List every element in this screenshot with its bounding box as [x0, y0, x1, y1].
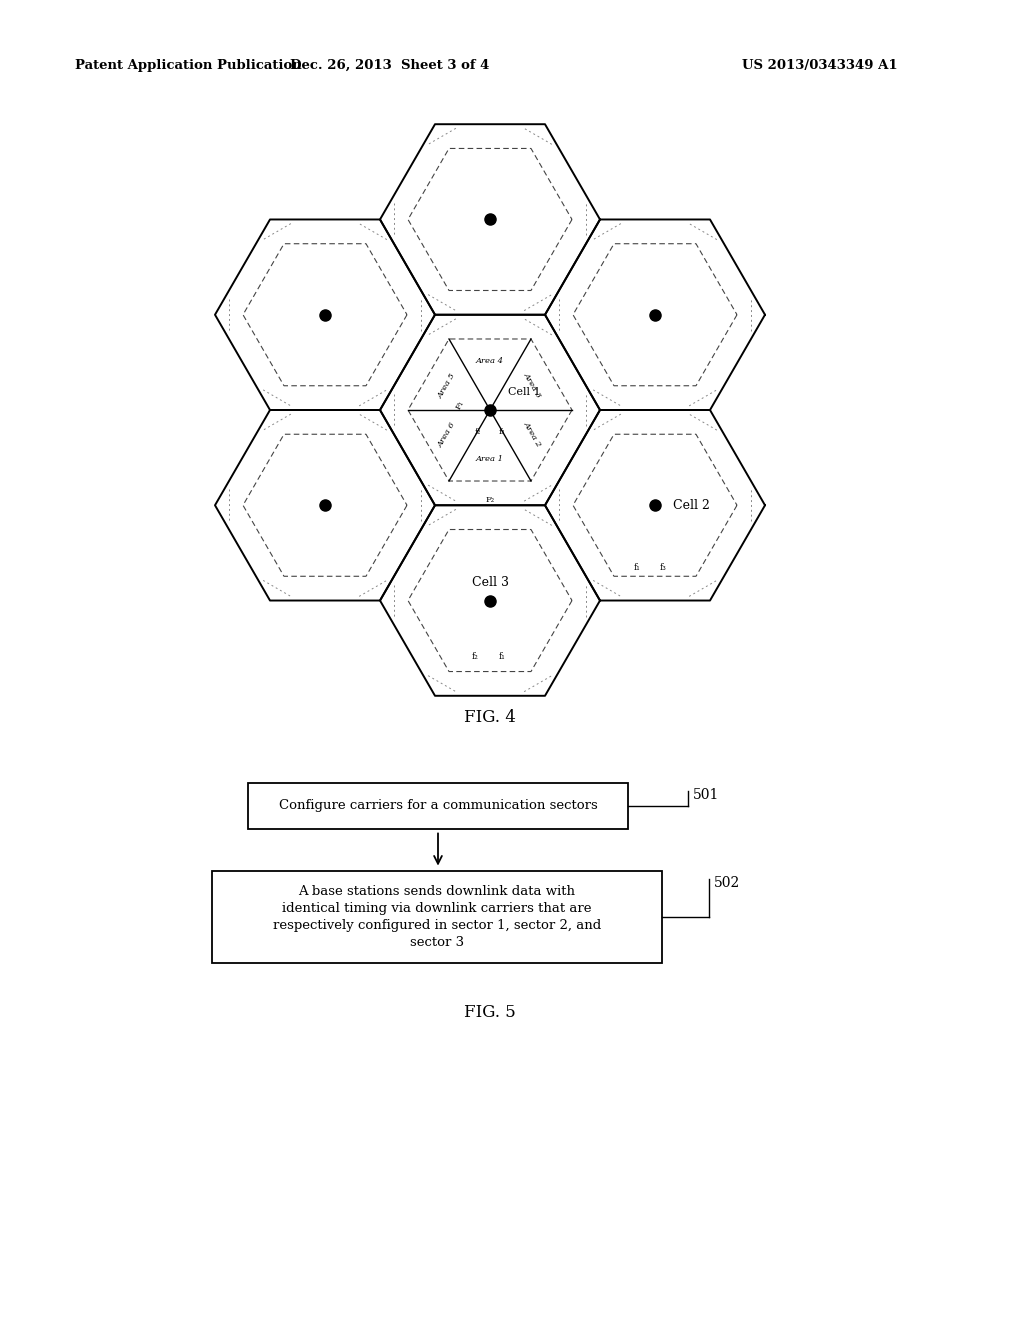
Text: Area 5: Area 5 — [437, 371, 458, 400]
Text: F₁: F₁ — [455, 399, 466, 411]
Text: f₂: f₂ — [475, 428, 481, 436]
Text: F₂: F₂ — [485, 496, 495, 504]
Text: f₁: f₁ — [634, 562, 640, 572]
Text: US 2013/0343349 A1: US 2013/0343349 A1 — [742, 58, 898, 71]
Bar — [212, 870, 662, 962]
Text: f₃: f₃ — [659, 562, 667, 572]
Bar — [248, 783, 628, 829]
Text: f₁: f₁ — [499, 652, 506, 661]
Text: Cell 1: Cell 1 — [508, 387, 541, 397]
Text: Patent Application Publication: Patent Application Publication — [75, 58, 302, 71]
Text: FIG. 4: FIG. 4 — [464, 709, 516, 726]
Text: 501: 501 — [693, 788, 720, 801]
Text: Area 4: Area 4 — [476, 356, 504, 364]
Text: Dec. 26, 2013  Sheet 3 of 4: Dec. 26, 2013 Sheet 3 of 4 — [291, 58, 489, 71]
Text: FIG. 5: FIG. 5 — [464, 1005, 516, 1022]
Text: Cell 3: Cell 3 — [471, 576, 509, 589]
Text: Configure carriers for a communication sectors: Configure carriers for a communication s… — [279, 799, 597, 812]
Text: Area 1: Area 1 — [476, 455, 504, 463]
Text: Area 3: Area 3 — [522, 371, 543, 400]
Text: f₂: f₂ — [472, 652, 478, 661]
Text: Area 2: Area 2 — [522, 421, 543, 449]
Text: A base stations sends downlink data with
identical timing via downlink carriers : A base stations sends downlink data with… — [272, 884, 601, 949]
Text: 502: 502 — [714, 875, 740, 890]
Text: Cell 2: Cell 2 — [673, 499, 710, 512]
Text: Area 6: Area 6 — [437, 421, 458, 449]
Text: f₃: f₃ — [499, 428, 505, 436]
